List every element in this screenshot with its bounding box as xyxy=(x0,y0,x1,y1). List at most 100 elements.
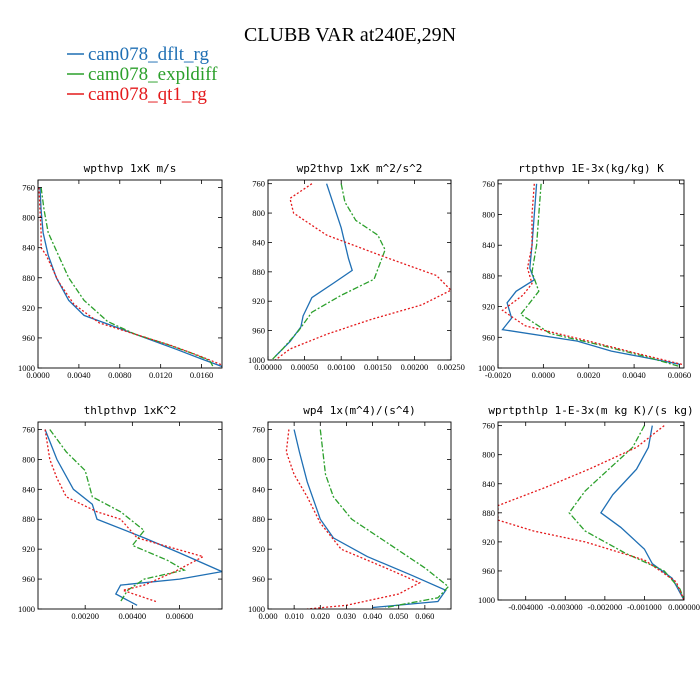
x-tick-label: 0.0060 xyxy=(668,370,691,380)
y-tick-label: 800 xyxy=(252,208,265,218)
x-tick-label: 0.0000 xyxy=(532,370,555,380)
x-tick-label: 0.0160 xyxy=(190,370,213,380)
x-tick-label: 0.020 xyxy=(311,611,330,621)
y-tick-label: 960 xyxy=(482,566,495,576)
x-tick-label: 0.010 xyxy=(285,611,304,621)
series-line-cam078_dflt_rg xyxy=(274,183,353,357)
x-tick-label: -0.004000 xyxy=(508,602,543,612)
x-tick-label: 0.030 xyxy=(337,611,356,621)
y-tick-label: 800 xyxy=(252,454,265,464)
plot-frame xyxy=(37,421,223,610)
y-tick-label: 920 xyxy=(252,296,265,306)
y-tick-label: 760 xyxy=(22,424,35,434)
series-line-cam078_expldiff xyxy=(40,187,215,368)
y-tick-label: 800 xyxy=(22,454,35,464)
y-tick-label: 960 xyxy=(252,326,265,336)
series-line-cam078_qt1_rg xyxy=(501,183,684,366)
series-line-cam078_dflt_rg xyxy=(501,183,680,365)
y-tick-label: 880 xyxy=(482,271,495,281)
x-tick-label: 0.0000 xyxy=(26,370,49,380)
y-tick-label: 800 xyxy=(482,210,495,220)
y-tick-label: 840 xyxy=(22,243,35,253)
y-tick-label: 1000 xyxy=(478,595,495,605)
y-tick-label: 840 xyxy=(22,484,35,494)
series-line-cam078_qt1_rg xyxy=(285,429,422,609)
y-tick-label: 760 xyxy=(252,424,265,434)
y-tick-label: 880 xyxy=(22,273,35,283)
panel-title: wpthvp 1xK m/s xyxy=(84,162,177,175)
y-tick-label: 920 xyxy=(252,544,265,554)
series-line-cam078_expldiff xyxy=(319,429,450,609)
y-tick-label: 960 xyxy=(22,333,35,343)
y-tick-label: 920 xyxy=(22,544,35,554)
y-tick-label: 880 xyxy=(252,514,265,524)
panel-title: thlpthvp 1xK^2 xyxy=(84,404,177,417)
x-tick-label: 0.00200 xyxy=(71,611,99,621)
x-tick-label: 0.0120 xyxy=(149,370,172,380)
series-line-cam078_dflt_rg xyxy=(293,429,447,609)
panel-3: rtpthvp 1E-3x(kg/kg) K 760 800 840 880 920 960… xyxy=(478,162,691,380)
series-line-cam078_expldiff xyxy=(568,425,684,600)
x-tick-label: 0.00600 xyxy=(166,611,194,621)
panel-1: wpthvp 1xK m/s76080084088092096010000.00… xyxy=(18,162,223,380)
plot-frame xyxy=(497,179,685,369)
y-tick-label: 1000 xyxy=(248,355,265,365)
y-tick-label: 920 xyxy=(482,537,495,547)
legend: cam078_dflt_rgcam078_expldiffcam078_qt1_… xyxy=(67,44,218,105)
legend-entry: cam078_qt1_rg xyxy=(88,84,207,105)
x-tick-label: -0.001000 xyxy=(627,602,662,612)
y-tick-label: 800 xyxy=(482,450,495,460)
plot-frame xyxy=(267,421,452,610)
y-tick-label: 920 xyxy=(22,303,35,313)
plot-frame xyxy=(37,179,223,369)
series-line-cam078_expldiff xyxy=(519,183,680,368)
panel-2: wp2thvp 1xK m^2/s^2 760 800 840 880 920 960 100… xyxy=(248,162,465,372)
series-line-cam078_expldiff xyxy=(49,429,187,602)
y-tick-label: 960 xyxy=(22,574,35,584)
y-tick-label: 1000 xyxy=(18,604,35,614)
y-tick-label: 920 xyxy=(482,302,495,312)
y-tick-label: 760 xyxy=(482,179,495,189)
series-line-cam078_dflt_rg xyxy=(600,425,684,600)
x-tick-label: 0.0040 xyxy=(622,370,645,380)
y-tick-label: 760 xyxy=(482,421,495,431)
panel-6: wprtpthlp 1-E-3x(m kg K)/(s kg) 760 800 840… xyxy=(478,404,700,612)
series-line-cam078_qt1_rg xyxy=(38,187,222,366)
series-line-cam078_expldiff xyxy=(271,183,386,360)
panel-4: thlpthvp 1xK^2 760 800 840 880 920 960 1000 0.00… xyxy=(18,404,223,621)
x-tick-label: -0.002000 xyxy=(587,602,622,612)
series-line-cam078_dflt_rg xyxy=(44,429,222,606)
x-tick-label: -0.003000 xyxy=(548,602,583,612)
y-tick-label: 960 xyxy=(482,332,495,342)
y-tick-label: 760 xyxy=(22,183,35,193)
x-tick-label: 0.060 xyxy=(415,611,434,621)
x-tick-label: 0.00400 xyxy=(119,611,147,621)
y-tick-label: 880 xyxy=(252,267,265,277)
x-tick-label: 0.000 xyxy=(258,611,277,621)
panel-title: wp4 1x(m^4)/(s^4) xyxy=(303,404,416,417)
panel-title: wp2thvp 1xK m^2/s^2 xyxy=(297,162,423,175)
y-tick-label: 1000 xyxy=(478,363,495,373)
x-tick-label: 0.0040 xyxy=(67,370,90,380)
y-tick-label: 960 xyxy=(252,574,265,584)
y-tick-label: 840 xyxy=(252,237,265,247)
figure-title: CLUBB VAR at240E,29N xyxy=(244,24,456,46)
x-tick-label: 0.00200 xyxy=(401,362,429,372)
x-tick-label: 0.00250 xyxy=(437,362,465,372)
panel-title: wprtpthlp 1-E-3x(m kg K)/(s kg) xyxy=(488,404,693,417)
plot-frame xyxy=(267,179,452,361)
series-line-cam078_qt1_rg xyxy=(44,429,205,603)
panel-title: rtpthvp 1E-3x(kg/kg) K xyxy=(518,162,664,175)
y-tick-label: 800 xyxy=(22,213,35,223)
y-tick-label: 840 xyxy=(482,240,495,250)
legend-entry: cam078_dflt_rg xyxy=(88,44,210,65)
legend-entry: cam078_expldiff xyxy=(88,64,218,85)
x-tick-label: 0.050 xyxy=(389,611,408,621)
x-tick-label: 0.00050 xyxy=(291,362,319,372)
series-line-cam078_qt1_rg xyxy=(498,425,684,600)
y-tick-label: 880 xyxy=(22,514,35,524)
x-tick-label: 0.00150 xyxy=(364,362,392,372)
panels: wpthvp 1xK m/s 760 800 840 880 920 960 1000 0.00… xyxy=(18,162,700,621)
plot-frame xyxy=(497,421,685,601)
